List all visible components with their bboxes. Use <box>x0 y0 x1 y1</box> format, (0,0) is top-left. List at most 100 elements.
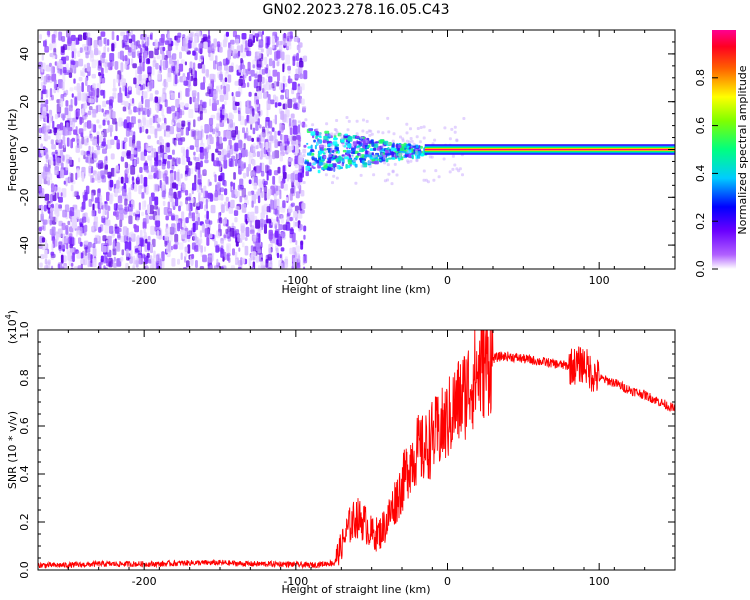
heatmap-cell <box>238 111 242 122</box>
heatmap-cell <box>247 68 251 75</box>
heatmap-cell <box>209 181 212 186</box>
heatmap-cell <box>388 157 392 160</box>
heatmap-cell <box>276 239 279 245</box>
heatmap-cell <box>356 141 361 145</box>
heatmap-cell <box>257 179 262 187</box>
heatmap-cell <box>140 239 145 247</box>
heatmap-cell <box>293 257 297 267</box>
heatmap-cell <box>95 150 100 155</box>
heatmap-cell <box>368 165 372 168</box>
heatmap-cell <box>268 169 272 176</box>
heatmap-cell <box>276 190 280 195</box>
heatmap-cell <box>216 141 220 149</box>
heatmap-cell <box>272 60 276 69</box>
heatmap-cell <box>451 154 455 158</box>
heatmap-cell <box>207 144 211 150</box>
heatmap-cell <box>138 185 142 195</box>
heatmap-cell <box>39 115 44 120</box>
heatmap-cell <box>84 77 88 85</box>
heatmap-cell <box>293 35 299 42</box>
heatmap-cell <box>43 40 47 47</box>
heatmap-cell <box>221 219 226 224</box>
heatmap-cell <box>410 139 414 143</box>
colorbar-tick-label: 0.6 <box>694 117 707 135</box>
heatmap-cell <box>130 165 136 175</box>
heatmap-cell <box>198 201 203 210</box>
heatmap-cell <box>147 147 152 152</box>
heatmap-cell <box>347 141 351 144</box>
heatmap-cell <box>341 143 345 147</box>
heatmap-cell <box>57 187 61 194</box>
heatmap-cell <box>274 114 277 125</box>
heatmap-cell <box>144 257 149 264</box>
heatmap-cell <box>240 231 245 240</box>
heatmap-cell <box>294 221 299 227</box>
heatmap-cell <box>96 88 100 98</box>
heatmap-cell <box>255 99 259 105</box>
heatmap-cell <box>40 84 44 90</box>
heatmap-cell <box>68 72 73 78</box>
heatmap-cell <box>145 238 148 244</box>
heatmap-cell <box>138 202 141 211</box>
heatmap-cell <box>399 147 405 151</box>
heatmap-cell <box>194 98 200 109</box>
heatmap-cell <box>297 136 302 142</box>
heatmap-cell <box>323 148 327 151</box>
heatmap-cell <box>82 216 87 223</box>
heatmap-cell <box>49 43 53 51</box>
heatmap-cell <box>276 37 279 48</box>
heatmap-cell <box>228 158 233 167</box>
heatmap-cell <box>264 56 268 66</box>
heatmap-cell <box>135 209 140 215</box>
heatmap-cell <box>60 254 64 264</box>
heatmap-cell <box>121 140 124 150</box>
heatmap-cell <box>259 82 262 91</box>
heatmap-cell <box>77 91 82 101</box>
heatmap-cell <box>124 63 127 70</box>
heatmap-cell <box>111 31 115 41</box>
heatmap-cell <box>188 39 192 49</box>
heatmap-cell <box>98 226 102 233</box>
heatmap-cell <box>200 82 205 90</box>
heatmap-cell <box>77 265 83 269</box>
heatmap-cell <box>109 193 114 202</box>
heatmap-cell <box>415 152 419 156</box>
heatmap-cell <box>179 51 182 59</box>
heatmap-cell <box>232 96 236 102</box>
heatmap-cell <box>390 152 396 155</box>
heatmap-cell <box>293 102 299 109</box>
heatmap-cell <box>336 166 340 169</box>
heatmap-cell <box>224 188 228 196</box>
heatmap-cell <box>149 196 153 206</box>
heatmap-cell <box>162 46 166 52</box>
heatmap-cell <box>185 217 189 224</box>
heatmap-cell <box>230 181 233 187</box>
heatmap-cell <box>383 140 389 145</box>
heatmap-cell <box>41 54 44 61</box>
heatmap-cell <box>81 201 86 210</box>
heatmap-cell <box>347 119 351 123</box>
heatmap-cell <box>165 130 171 138</box>
heatmap-cell <box>101 108 104 113</box>
heatmap-cell <box>191 212 196 222</box>
heatmap-cell <box>139 52 142 58</box>
heatmap-cell <box>256 151 260 158</box>
heatmap-cell <box>296 52 299 62</box>
heatmap-cell <box>238 78 243 86</box>
heatmap-cell <box>390 146 396 152</box>
heatmap-cell <box>368 133 372 137</box>
heatmap-cell <box>294 74 300 79</box>
heatmap-cell <box>154 196 159 206</box>
heatmap-cell <box>86 32 91 37</box>
heatmap-cell <box>211 45 216 52</box>
heatmap-cell <box>149 34 153 40</box>
heatmap-cell <box>279 154 283 162</box>
heatmap-cell <box>323 135 328 140</box>
heatmap-cell <box>272 69 278 77</box>
heatmap-cell <box>64 204 70 213</box>
heatmap-cell <box>150 225 155 235</box>
heatmap-cell <box>147 119 153 128</box>
heatmap-cell <box>218 65 223 72</box>
heatmap-cell <box>168 188 173 196</box>
heatmap-cell <box>194 174 197 184</box>
